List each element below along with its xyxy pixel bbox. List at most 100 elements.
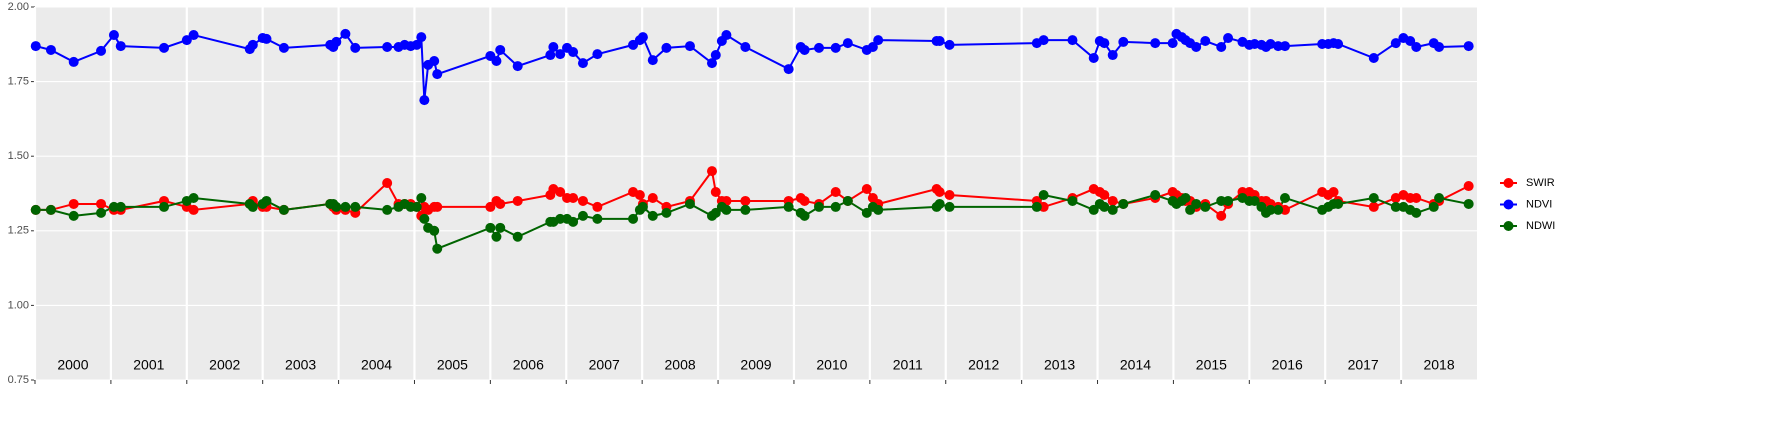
data-point xyxy=(1099,189,1110,200)
data-point xyxy=(432,201,443,212)
data-point xyxy=(115,41,126,52)
data-point xyxy=(1279,41,1290,52)
data-point xyxy=(30,41,41,52)
year-label: 2000 xyxy=(57,357,88,373)
data-point xyxy=(721,204,732,215)
data-point xyxy=(592,49,603,60)
year-label: 2006 xyxy=(513,357,544,373)
data-point xyxy=(1279,204,1290,215)
data-point xyxy=(647,210,658,221)
data-point xyxy=(861,184,872,195)
legend-marker xyxy=(1503,199,1514,210)
data-point xyxy=(432,243,443,254)
data-point xyxy=(1463,41,1474,52)
data-point xyxy=(68,198,79,209)
data-point xyxy=(1434,192,1445,203)
data-point xyxy=(1038,35,1049,46)
data-point xyxy=(1434,41,1445,52)
data-point xyxy=(830,42,841,53)
data-point xyxy=(1088,53,1099,64)
data-point xyxy=(45,44,56,55)
data-point xyxy=(382,178,393,189)
data-point xyxy=(108,201,119,212)
data-point xyxy=(1265,204,1276,215)
data-point xyxy=(1390,38,1401,49)
data-point xyxy=(867,41,878,52)
data-point xyxy=(934,187,945,198)
data-point xyxy=(783,201,794,212)
data-point xyxy=(432,69,443,80)
data-point xyxy=(661,207,672,218)
data-point xyxy=(684,41,695,52)
data-point xyxy=(634,189,645,200)
data-point xyxy=(706,166,717,177)
data-point xyxy=(813,201,824,212)
data-point xyxy=(340,28,351,39)
year-label: 2009 xyxy=(740,357,771,373)
data-point xyxy=(783,64,794,75)
data-point xyxy=(1099,201,1110,212)
data-point xyxy=(1150,38,1161,49)
data-point xyxy=(1223,195,1234,206)
data-point xyxy=(1150,189,1161,200)
data-point xyxy=(1031,201,1042,212)
data-point xyxy=(96,45,107,56)
data-point xyxy=(159,201,170,212)
data-point xyxy=(1038,189,1049,200)
data-point xyxy=(842,38,853,49)
data-point xyxy=(684,198,695,209)
data-point xyxy=(830,187,841,198)
data-point xyxy=(416,192,427,203)
year-label: 2004 xyxy=(361,357,392,373)
legend-label: NDWI xyxy=(1526,220,1555,232)
y-tick-label: 0.75 xyxy=(8,374,29,386)
data-point xyxy=(568,47,579,58)
data-point xyxy=(555,213,566,224)
data-point xyxy=(548,41,559,52)
data-point xyxy=(555,49,566,60)
data-point xyxy=(1328,187,1339,198)
data-point xyxy=(813,42,824,53)
data-point xyxy=(278,204,289,215)
data-point xyxy=(416,32,427,43)
data-point xyxy=(1216,41,1227,52)
data-point xyxy=(1411,41,1422,52)
data-point xyxy=(1411,192,1422,203)
data-point xyxy=(799,210,810,221)
data-point xyxy=(568,216,579,227)
data-point xyxy=(1463,181,1474,192)
data-point xyxy=(350,42,361,53)
data-point xyxy=(661,42,672,53)
data-point xyxy=(568,192,579,203)
data-point xyxy=(340,201,351,212)
data-point xyxy=(419,213,430,224)
data-point xyxy=(799,195,810,206)
year-label: 2010 xyxy=(816,357,847,373)
data-point xyxy=(577,58,588,69)
data-point xyxy=(1411,207,1422,218)
data-point xyxy=(740,41,751,52)
data-point xyxy=(710,187,721,198)
data-point xyxy=(1368,53,1379,64)
data-point xyxy=(1368,192,1379,203)
data-point xyxy=(429,56,440,67)
data-point xyxy=(647,192,658,203)
data-point xyxy=(108,30,119,41)
legend-label: NDVI xyxy=(1526,198,1552,210)
year-label: 2008 xyxy=(665,357,696,373)
data-point xyxy=(721,30,732,41)
data-point xyxy=(1273,204,1284,215)
data-point xyxy=(637,201,648,212)
data-point xyxy=(1368,201,1379,212)
data-point xyxy=(637,32,648,43)
data-point xyxy=(495,198,506,209)
data-point xyxy=(382,204,393,215)
data-point xyxy=(188,204,199,215)
year-label: 2001 xyxy=(133,357,164,373)
data-point xyxy=(1118,198,1129,209)
data-point xyxy=(495,222,506,233)
data-point xyxy=(1390,201,1401,212)
year-label: 2016 xyxy=(1272,357,1303,373)
data-point xyxy=(188,30,199,41)
